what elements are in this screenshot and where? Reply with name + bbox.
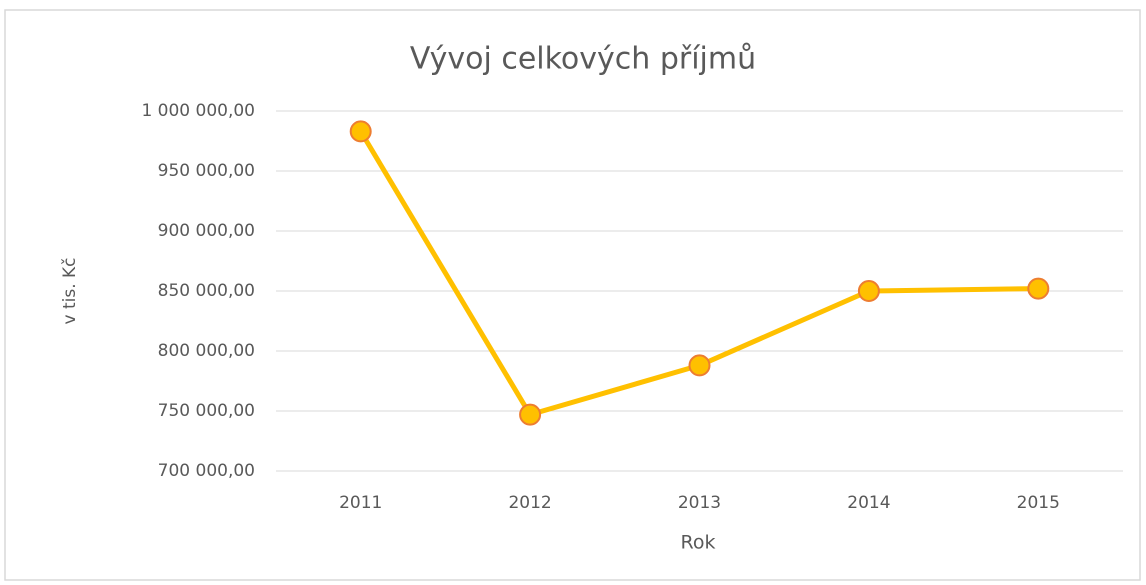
y-axis-title: v tis. Kč <box>60 257 80 324</box>
y-tick-label: 1 000 000,00 <box>141 101 255 121</box>
marker <box>688 354 711 377</box>
y-tick-label: 850 000,00 <box>158 281 255 301</box>
y-tick-label: 750 000,00 <box>158 401 255 421</box>
x-tick-label: 2013 <box>678 493 721 513</box>
x-tick-label: 2015 <box>1017 493 1060 513</box>
x-axis-title: Rok <box>681 532 716 554</box>
x-tick-label: 2012 <box>508 493 551 513</box>
y-tick-label: 800 000,00 <box>158 341 255 361</box>
marker <box>349 120 372 143</box>
y-tick-label: 700 000,00 <box>158 461 255 481</box>
x-tick-label: 2011 <box>339 493 382 513</box>
y-tick-label: 950 000,00 <box>158 161 255 181</box>
y-tick-label: 900 000,00 <box>158 221 255 241</box>
chart-title: Vývoj celkových příjmů <box>410 42 756 77</box>
marker <box>1027 277 1050 300</box>
marker <box>857 280 880 302</box>
marker <box>519 403 542 426</box>
chart-border <box>4 9 1141 581</box>
x-tick-label: 2014 <box>847 493 890 513</box>
